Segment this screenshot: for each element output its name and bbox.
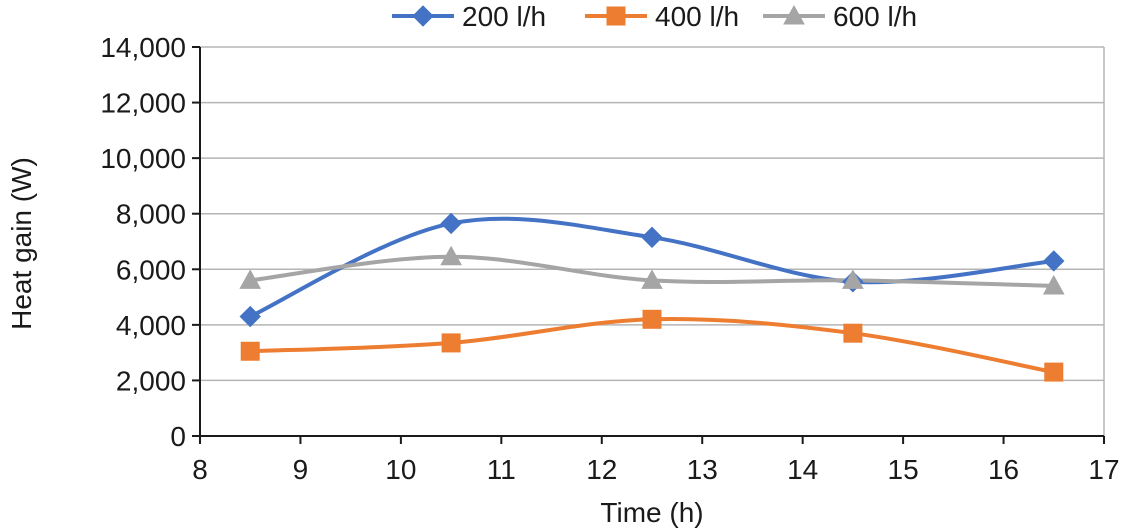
data-point-600lh bbox=[641, 269, 663, 289]
legend-label: 400 l/h bbox=[655, 1, 739, 32]
legend-marker bbox=[606, 6, 626, 26]
x-tick-label: 15 bbox=[888, 454, 919, 485]
x-tick-label: 11 bbox=[487, 454, 516, 485]
x-tick-label: 8 bbox=[192, 454, 208, 485]
legend: 200 l/h 400 l/h 600 l/h bbox=[392, 1, 917, 32]
legend-marker bbox=[412, 5, 434, 27]
y-tick-label: 4,000 bbox=[116, 310, 186, 341]
data-point-600lh bbox=[842, 269, 864, 289]
data-point-600lh bbox=[440, 245, 462, 266]
data-point-200lh bbox=[1043, 250, 1065, 272]
data-point-400lh bbox=[1044, 362, 1064, 382]
grid-lines bbox=[200, 46, 1105, 436]
legend-label: 200 l/h bbox=[462, 1, 546, 32]
axes: 0 2,000 4,000 6,000 8,000 10,000 12,000 14,000 8… bbox=[100, 32, 1119, 485]
data-point-200lh bbox=[239, 305, 261, 328]
legend-marker bbox=[783, 4, 805, 25]
y-tick-label: 2,000 bbox=[116, 365, 186, 396]
legend-label: 600 l/h bbox=[833, 1, 917, 32]
data-point-600lh bbox=[239, 269, 262, 289]
y-tick-label: 6,000 bbox=[116, 254, 186, 285]
x-tick-label: 9 bbox=[293, 454, 309, 485]
x-tick-label: 17 bbox=[1088, 454, 1119, 485]
data-point-400lh bbox=[642, 309, 662, 329]
data-point-200lh bbox=[440, 212, 462, 235]
x-tick-label: 13 bbox=[687, 454, 718, 485]
data-point-600lh bbox=[1042, 274, 1065, 295]
y-tick-label: 12,000 bbox=[100, 88, 186, 119]
y-tick-label: 10,000 bbox=[100, 143, 186, 174]
x-tick-label: 16 bbox=[988, 454, 1019, 485]
y-tick-label: 0 bbox=[170, 421, 186, 452]
data-point-400lh bbox=[441, 333, 461, 353]
series-layer bbox=[239, 212, 1065, 382]
data-point-200lh bbox=[641, 226, 663, 249]
y-axis-title: Heat gain (W) bbox=[6, 157, 37, 330]
x-tick-label: 14 bbox=[787, 454, 818, 485]
y-tick-label: 8,000 bbox=[116, 199, 186, 230]
x-tick-label: 12 bbox=[586, 454, 617, 485]
x-tick-label: 10 bbox=[385, 454, 416, 485]
y-tick-label: 14,000 bbox=[100, 32, 186, 63]
data-point-400lh bbox=[843, 323, 863, 343]
x-axis-title: Time (h) bbox=[600, 497, 703, 528]
data-point-400lh bbox=[240, 341, 260, 361]
